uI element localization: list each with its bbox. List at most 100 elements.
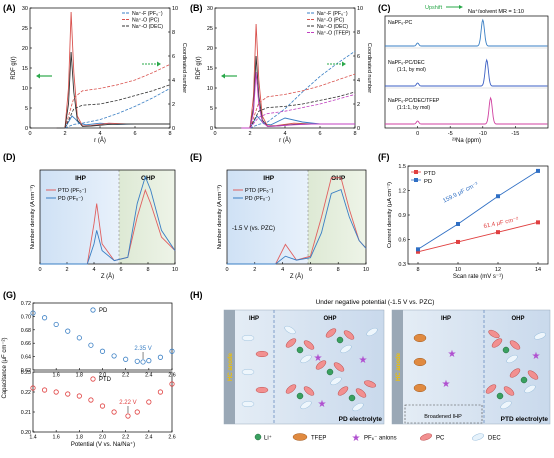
panel-c-trace-sub: (1:1:1, by mol) [397, 105, 430, 111]
panel-g-xtick-label: 1.8 [76, 373, 83, 379]
panel-a-y2tick-label: 4 [172, 78, 175, 84]
panel-e-legend-label: PD (PF₆⁻) [245, 196, 270, 202]
tfep-molecule [413, 357, 427, 367]
panel-b-xtick-label: 8 [353, 131, 356, 137]
panel-b-legend-label: Na⁺-F (PF₆⁻) [317, 11, 348, 17]
panel-f-ytick-label: 0.6 [398, 238, 406, 244]
panel-e-ylabel: Number density (A nm⁻³) [217, 185, 223, 249]
panel-e-xtick-label: 2 [253, 267, 256, 273]
panel-e-chart: 0 2 4 6 8 10 Z (Å) Number density (A nm⁻³) IHP OH… [217, 169, 369, 280]
panel-b-cn-line [249, 50, 356, 129]
legend-dec-label: DEC [488, 436, 501, 442]
panel-e-xtick-label: 4 [281, 267, 284, 273]
panel-b-xlabel: r (Å) [279, 137, 291, 144]
panel-b-cn-line [249, 91, 356, 129]
dec-molecule [300, 354, 312, 364]
panel-g-point [169, 381, 175, 387]
panel-b-xtick-label: 4 [283, 131, 286, 137]
panel-g-point [125, 413, 131, 419]
panel-f-ytick-label: 1.2 [398, 189, 406, 195]
panel-d-chart: 0 2 4 6 8 10 Z (Å) Number density (A nm⁻³) IHP OH… [30, 169, 178, 280]
panel-a-ytick-label: 20 [22, 46, 28, 52]
dec-molecule [241, 334, 255, 342]
panel-g-legend-label: PD [99, 308, 108, 314]
li-ion [296, 346, 304, 354]
panel-b-y2tick-label: 4 [357, 78, 360, 84]
panel-g-xtick-label: 2.0 [99, 373, 106, 379]
panel-g-xtick-label: 1.6 [52, 435, 59, 441]
legend-dec-icon [472, 433, 484, 441]
panel-g-xlabel: Potential (V vs. Na/Na⁺) [71, 441, 135, 448]
panel-label-h: (H) [190, 290, 203, 300]
panel-d-regions [40, 170, 175, 264]
panel-f-ytick-label: 0.3 [398, 262, 406, 268]
panel-c-trace [385, 96, 548, 125]
pc-molecule [285, 384, 297, 394]
panel-b-xtick-label: 0 [213, 131, 216, 137]
panel-g-point [123, 356, 129, 362]
right-caption: PTD electrolyte [501, 416, 549, 423]
panel-g-ytick-label: 0.22 [21, 390, 31, 396]
panel-g-point [157, 354, 164, 360]
panel-g-point [99, 403, 106, 409]
dec-molecule [524, 384, 536, 394]
pf6-anion: ★ [359, 355, 368, 366]
panel-g-point [157, 389, 164, 395]
legend-li-icon [254, 433, 262, 441]
panel-a-cn-line [64, 88, 171, 129]
dec-molecule [330, 376, 342, 386]
panel-f-xlabel: Scan rate (mV s⁻¹) [453, 274, 503, 280]
li-ion [520, 376, 528, 384]
panel-g-point [88, 342, 94, 348]
panel-b-y2label: Coordinated number [366, 43, 372, 93]
panel-f-ytick-label: 1.5 [398, 164, 406, 170]
panel-f-fit-line [417, 170, 539, 250]
panel-b-y2tick-label: 2 [357, 102, 360, 108]
panel-b-y2tick-label: 6 [357, 54, 360, 60]
pc-molecule [364, 380, 376, 388]
li-ion [336, 336, 344, 344]
panel-e-xtick-label: 0 [225, 267, 228, 273]
panel-g-point [111, 353, 117, 359]
panel-a-xtick-label: 8 [168, 131, 171, 137]
panel-a-right-arrowhead [157, 61, 161, 67]
panel-d-xtick-label: 6 [119, 267, 122, 273]
panel-b-ytick-label: 15 [207, 66, 213, 72]
dec-molecule [241, 368, 255, 376]
schematic-legend: Li⁺ TFEP ★ PF₆⁻ anions PC DEC [254, 433, 501, 444]
panel-b-y2tick-label: 8 [357, 30, 360, 36]
panel-d-xtick-label: 0 [38, 267, 41, 273]
panel-g-xtick-label: 1.4 [29, 435, 36, 441]
pc-molecule [355, 388, 367, 398]
panel-a-legend-label: Na⁺-O (DEC) [132, 24, 163, 30]
panel-a-legend-label: Na⁺-O (PC) [132, 18, 160, 24]
panel-b-cn-line [249, 73, 356, 129]
panel-a-ytick-label: 25 [22, 26, 28, 32]
panel-a-left-arrowhead [36, 73, 40, 79]
panel-g-point [41, 387, 48, 393]
panel-g-point [65, 391, 71, 397]
panel-g-point [53, 389, 59, 395]
pc-molecule [343, 330, 355, 340]
panel-b-ytick-label: 5 [210, 106, 213, 112]
left-caption: PD electrolyte [339, 416, 383, 423]
dec-molecule [366, 327, 378, 337]
panel-f-ytick-label: 0.9 [398, 213, 406, 219]
panel-f-point [496, 194, 500, 199]
panel-a-cn-line [64, 64, 171, 129]
pc-molecule [485, 384, 497, 394]
panel-label-c: (C) [378, 3, 391, 13]
panel-d-ohp-label: OHP [141, 175, 156, 182]
pc-molecule [303, 386, 315, 396]
panel-g-xtick-label: 2.6 [168, 435, 175, 441]
panel-g-min-label: 2.22 V [119, 400, 136, 406]
panel-g-point [134, 409, 140, 415]
panel-b-right-arrowhead [342, 61, 346, 67]
panel-a-xlabel: r (Å) [94, 137, 106, 144]
panel-f-chart: 8 10 12 14 0.3 0.6 0.9 1.2 1.5 Scan rate (mV s⁻¹)… [387, 164, 549, 280]
panel-f-point [456, 239, 460, 244]
panel-f-point [416, 249, 420, 254]
panel-d-xtick-label: 8 [146, 267, 149, 273]
panel-g-point [111, 409, 117, 415]
